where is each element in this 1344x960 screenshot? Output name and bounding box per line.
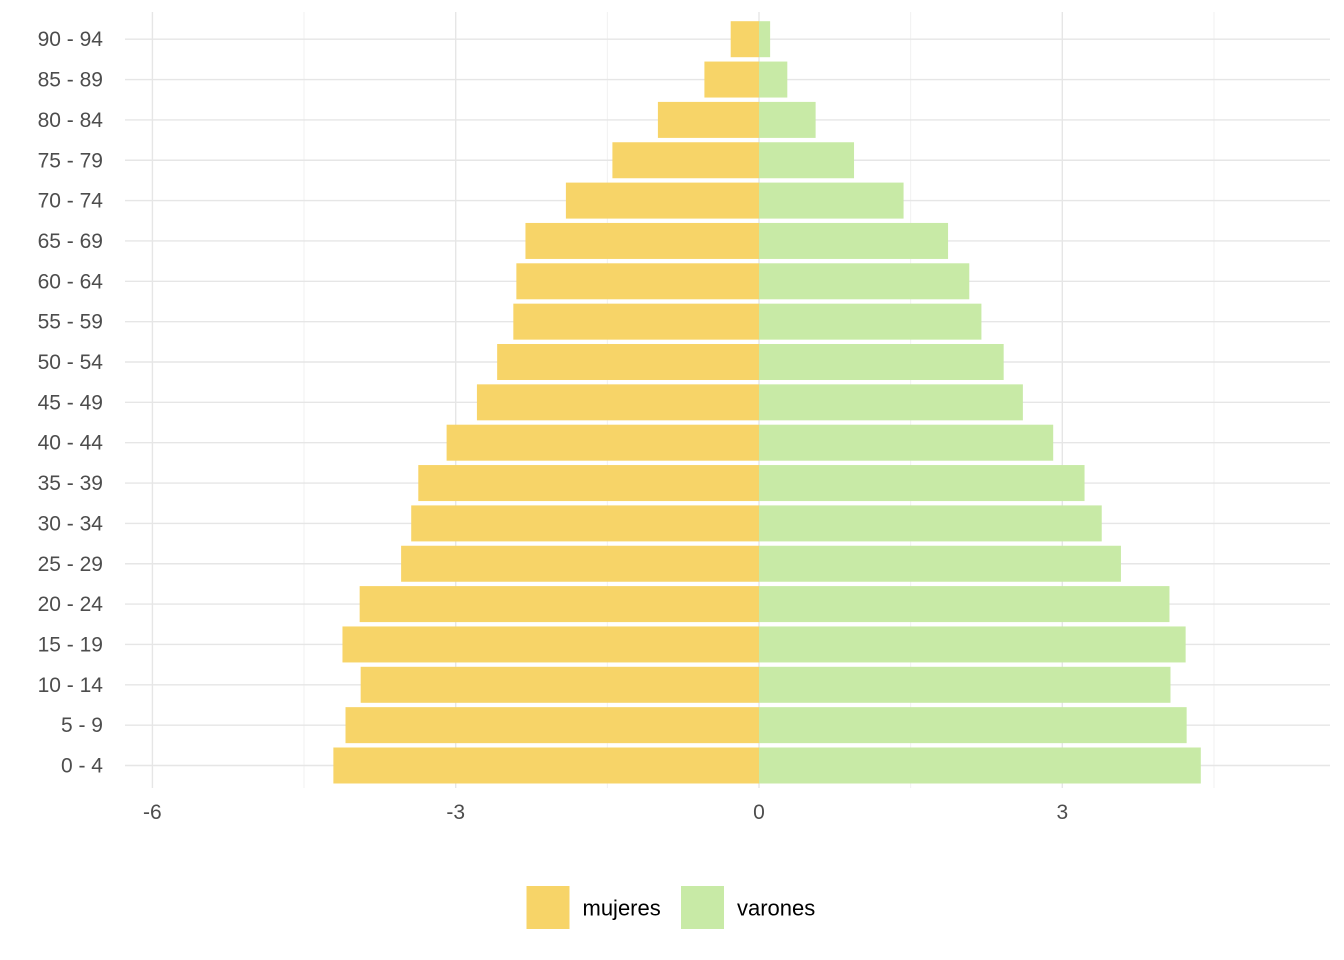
- y-tick-label: 0 - 4: [61, 755, 103, 778]
- legend-key-varones: [681, 886, 724, 929]
- bar-varones-90-94: [759, 21, 771, 58]
- bar-varones-40-44: [759, 424, 1054, 461]
- y-tick-label: 85 - 89: [38, 69, 103, 92]
- bar-varones-70-74: [759, 182, 904, 219]
- y-tick-label: 15 - 19: [38, 633, 103, 656]
- bar-varones-20-24: [759, 586, 1170, 623]
- bar-varones-75-79: [759, 142, 855, 179]
- y-tick-label: 55 - 59: [38, 311, 103, 334]
- y-tick-label: 65 - 69: [38, 230, 103, 253]
- bar-varones-55-59: [759, 303, 982, 340]
- y-tick-label: 75 - 79: [38, 149, 103, 172]
- y-tick-label: 60 - 64: [38, 270, 104, 293]
- bar-mujeres-85-89: [704, 61, 759, 98]
- bar-mujeres-60-64: [516, 263, 759, 300]
- bar-varones-10-14: [759, 666, 1171, 703]
- legend-label-varones: varones: [737, 896, 815, 921]
- bar-varones-35-39: [759, 465, 1085, 502]
- bar-mujeres-5-9: [345, 707, 759, 744]
- y-tick-label: 30 - 34: [38, 512, 104, 535]
- y-tick-label: 35 - 39: [38, 472, 103, 495]
- bar-varones-85-89: [759, 61, 788, 98]
- bar-varones-65-69: [759, 222, 949, 259]
- bar-mujeres-65-69: [525, 222, 759, 259]
- bars-group: [333, 21, 1201, 784]
- y-tick-label: 70 - 74: [38, 190, 104, 213]
- bar-mujeres-0-4: [333, 747, 759, 784]
- y-tick-label: 10 - 14: [38, 674, 104, 697]
- legend-key-mujeres: [526, 886, 570, 929]
- bar-mujeres-30-34: [411, 505, 759, 542]
- bar-varones-80-84: [759, 101, 816, 138]
- y-tick-label: 40 - 44: [38, 432, 104, 455]
- bar-mujeres-15-19: [342, 626, 759, 663]
- y-tick-label: 90 - 94: [38, 28, 104, 51]
- x-tick-label: 0: [753, 801, 765, 824]
- bar-mujeres-55-59: [513, 303, 759, 340]
- bar-varones-5-9: [759, 707, 1187, 744]
- bar-mujeres-75-79: [612, 142, 759, 179]
- y-tick-label: 5 - 9: [61, 714, 103, 737]
- x-tick-labels: -6 -3 0 3: [143, 801, 1068, 824]
- x-tick-label: -6: [143, 801, 162, 824]
- bar-mujeres-80-84: [657, 101, 759, 138]
- bar-mujeres-40-44: [446, 424, 759, 461]
- bar-varones-45-49: [759, 384, 1023, 421]
- bar-varones-50-54: [759, 344, 1004, 380]
- x-tick-label: -3: [446, 801, 465, 824]
- y-tick-label: 20 - 24: [38, 593, 104, 616]
- bar-mujeres-50-54: [497, 344, 759, 380]
- bar-mujeres-20-24: [359, 586, 759, 623]
- y-tick-label: 25 - 29: [38, 553, 103, 576]
- y-tick-labels: 0 - 4 5 - 9 10 - 14 15 - 19 20 - 24 25 - 29 30…: [38, 28, 104, 777]
- bar-varones-15-19: [759, 626, 1186, 663]
- y-tick-label: 80 - 84: [38, 109, 104, 132]
- y-tick-label: 50 - 54: [38, 351, 104, 374]
- bar-varones-25-29: [759, 545, 1121, 582]
- y-tick-label: 45 - 49: [38, 391, 103, 414]
- bar-mujeres-35-39: [418, 465, 759, 502]
- bar-mujeres-10-14: [360, 666, 759, 703]
- bar-mujeres-70-74: [565, 182, 759, 219]
- bar-varones-0-4: [759, 747, 1201, 784]
- bar-varones-30-34: [759, 505, 1102, 542]
- legend-label-mujeres: mujeres: [583, 896, 661, 921]
- bar-mujeres-90-94: [730, 21, 759, 58]
- bar-mujeres-25-29: [401, 545, 759, 582]
- bar-varones-60-64: [759, 263, 970, 300]
- x-tick-label: 3: [1056, 801, 1068, 824]
- legend: mujeres varones: [526, 886, 815, 929]
- bar-mujeres-45-49: [476, 384, 759, 421]
